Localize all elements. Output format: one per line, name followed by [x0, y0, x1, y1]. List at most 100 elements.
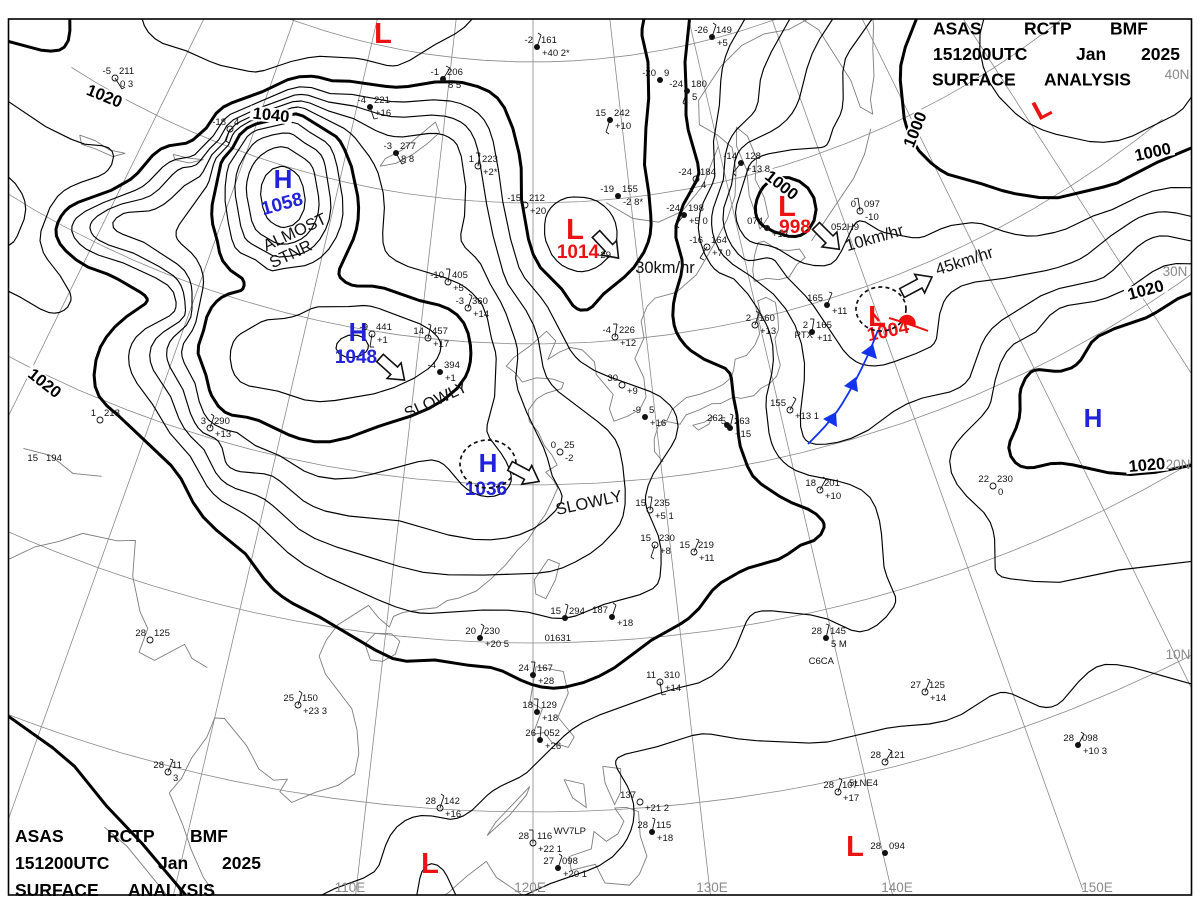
svg-text:277: 277 [400, 141, 416, 152]
svg-text:180: 180 [691, 79, 707, 90]
svg-text:+18: +18 [542, 713, 558, 724]
svg-text:40N: 40N [1165, 67, 1190, 82]
svg-text:1048: 1048 [335, 347, 377, 368]
svg-text:+13 1: +13 1 [795, 411, 819, 422]
svg-text:223: 223 [482, 154, 498, 165]
svg-text:226: 226 [619, 325, 635, 336]
svg-text:L: L [778, 191, 796, 223]
svg-text:052: 052 [544, 728, 560, 739]
svg-text:151200UTC: 151200UTC [933, 44, 1028, 64]
svg-text:-9: -9 [633, 405, 641, 416]
svg-text:221: 221 [374, 95, 390, 106]
svg-text:+13: +13 [215, 429, 231, 440]
svg-text:130E: 130E [696, 880, 728, 895]
svg-text:WV7LP: WV7LP [554, 826, 586, 837]
svg-text:30km/hr: 30km/hr [635, 259, 695, 277]
svg-text:128: 128 [745, 151, 761, 162]
svg-text:151200UTC: 151200UTC [15, 853, 110, 873]
svg-text:2: 2 [803, 320, 808, 331]
svg-text:-1: -1 [431, 67, 439, 78]
svg-text:10N: 10N [1166, 647, 1191, 662]
svg-text:+11: +11 [832, 306, 847, 317]
svg-text:+20 1: +20 1 [563, 869, 587, 880]
svg-text:-29: -29 [597, 250, 611, 261]
svg-text:360: 360 [472, 296, 488, 307]
svg-text:-15: -15 [507, 193, 521, 204]
svg-text:242: 242 [614, 108, 630, 119]
svg-text:L: L [846, 831, 864, 863]
svg-text:PTX: PTX [795, 330, 814, 341]
svg-text:25: 25 [283, 693, 294, 704]
svg-text:+12: +12 [772, 229, 788, 240]
svg-text:0: 0 [851, 199, 856, 210]
svg-text:+23 3: +23 3 [303, 706, 327, 717]
svg-text:2025: 2025 [1141, 44, 1180, 64]
svg-text:-20: -20 [642, 68, 656, 79]
svg-text:+21 2: +21 2 [645, 803, 669, 814]
svg-text:11: 11 [172, 760, 182, 771]
svg-text:28: 28 [637, 820, 648, 831]
svg-text:+16: +16 [445, 809, 461, 820]
svg-text:4: 4 [234, 117, 239, 128]
svg-text:-2 8*: -2 8* [623, 197, 643, 208]
svg-text:L: L [566, 214, 584, 246]
svg-text:+5: +5 [717, 38, 728, 49]
svg-text:212: 212 [529, 193, 545, 204]
svg-text:294: 294 [569, 606, 585, 617]
svg-text:+9: +9 [627, 386, 638, 397]
svg-text:28: 28 [153, 760, 164, 771]
svg-text:26: 26 [525, 728, 536, 739]
svg-text:0: 0 [551, 440, 556, 451]
svg-text:110E: 110E [335, 880, 366, 895]
svg-text:5 M: 5 M [831, 639, 847, 650]
svg-text:+22 1: +22 1 [538, 844, 562, 855]
svg-text:+20: +20 [530, 206, 546, 217]
svg-text:230: 230 [659, 533, 675, 544]
svg-text:30N: 30N [1163, 264, 1188, 279]
svg-text:+11: +11 [699, 553, 714, 564]
svg-text:-24: -24 [669, 79, 683, 90]
svg-text:5: 5 [649, 405, 654, 416]
svg-text:ANALYSIS: ANALYSIS [128, 880, 215, 900]
svg-text:3: 3 [173, 773, 178, 784]
svg-text:L: L [421, 848, 439, 880]
svg-text:-3: -3 [456, 296, 464, 307]
svg-text:+10 3: +10 3 [1083, 746, 1107, 757]
svg-text:5LNE4: 5LNE4 [849, 778, 878, 789]
svg-text:164: 164 [711, 235, 727, 246]
svg-text:394: 394 [444, 360, 460, 371]
svg-text:-18: -18 [212, 117, 226, 128]
svg-text:145: 145 [830, 626, 846, 637]
svg-text:15: 15 [27, 453, 38, 464]
svg-text:198: 198 [688, 203, 704, 214]
svg-text:165: 165 [807, 293, 823, 304]
svg-text:15: 15 [595, 108, 606, 119]
svg-text:-5: -5 [103, 66, 111, 77]
svg-text:094: 094 [889, 841, 905, 852]
svg-text:+26: +26 [545, 741, 561, 752]
svg-text:+13: +13 [760, 326, 776, 337]
svg-text:098: 098 [562, 856, 578, 867]
svg-text:262: 262 [707, 413, 723, 424]
svg-text:137: 137 [620, 790, 636, 801]
svg-text:-24: -24 [666, 203, 680, 214]
svg-text:1020: 1020 [1128, 455, 1166, 476]
svg-text:-4: -4 [428, 360, 436, 371]
svg-text:H: H [1084, 403, 1103, 433]
svg-text:+14: +14 [473, 309, 489, 320]
svg-text:206: 206 [447, 67, 463, 78]
svg-text:30: 30 [607, 373, 618, 384]
svg-text:441: 441 [376, 322, 392, 333]
svg-text:3: 3 [201, 416, 206, 427]
svg-text:310: 310 [664, 670, 680, 681]
svg-text:290: 290 [214, 416, 230, 427]
svg-text:+14: +14 [665, 683, 681, 694]
svg-text:+5 1: +5 1 [655, 511, 674, 522]
svg-text:-4: -4 [603, 325, 611, 336]
svg-text:230: 230 [484, 626, 500, 637]
svg-text:+2*: +2* [483, 167, 498, 178]
svg-text:-4: -4 [358, 95, 366, 106]
svg-text:230: 230 [997, 474, 1013, 485]
svg-text:22: 22 [978, 474, 989, 485]
svg-text:125: 125 [154, 628, 170, 639]
